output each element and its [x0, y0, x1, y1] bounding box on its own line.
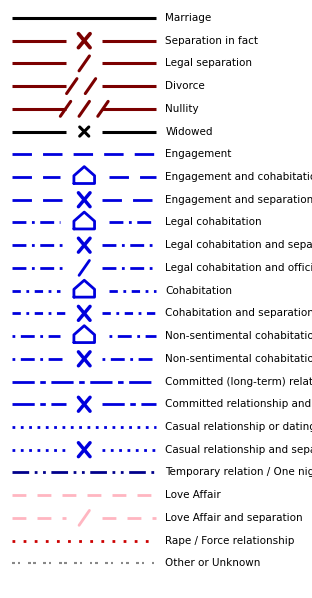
Text: Cohabitation and separation: Cohabitation and separation — [165, 309, 312, 318]
Text: Marriage: Marriage — [165, 13, 212, 23]
Text: Engagement and separation: Engagement and separation — [165, 195, 312, 205]
Text: Cohabitation: Cohabitation — [165, 286, 232, 295]
Text: Love Affair: Love Affair — [165, 490, 221, 500]
Text: Committed relationship and separation: Committed relationship and separation — [165, 399, 312, 409]
Text: Separation in fact: Separation in fact — [165, 36, 258, 45]
Text: Casual relationship or dating (short-term): Casual relationship or dating (short-ter… — [165, 422, 312, 432]
Text: Love Affair and separation: Love Affair and separation — [165, 513, 303, 523]
Text: Rape / Force relationship: Rape / Force relationship — [165, 536, 295, 545]
Text: Non-sentimental cohabitation: Non-sentimental cohabitation — [165, 331, 312, 341]
Text: Legal cohabitation and separation in fact: Legal cohabitation and separation in fac… — [165, 240, 312, 250]
Text: Non-sentimental cohabitation and separation: Non-sentimental cohabitation and separat… — [165, 354, 312, 364]
Text: Divorce: Divorce — [165, 81, 205, 91]
Text: Committed (long-term) relationship: Committed (long-term) relationship — [165, 377, 312, 386]
Text: Engagement and cohabitation: Engagement and cohabitation — [165, 172, 312, 182]
Text: Other or Unknown: Other or Unknown — [165, 559, 261, 568]
Text: Casual relationship and separation: Casual relationship and separation — [165, 445, 312, 454]
Text: Nullity: Nullity — [165, 104, 199, 114]
Text: Legal cohabitation: Legal cohabitation — [165, 218, 262, 227]
Text: Temporary relation / One night stand: Temporary relation / One night stand — [165, 468, 312, 477]
Text: Legal separation: Legal separation — [165, 59, 252, 68]
Text: Widowed: Widowed — [165, 127, 213, 136]
Text: Engagement: Engagement — [165, 150, 232, 159]
Text: Legal cohabitation and official (legal) separation: Legal cohabitation and official (legal) … — [165, 263, 312, 273]
